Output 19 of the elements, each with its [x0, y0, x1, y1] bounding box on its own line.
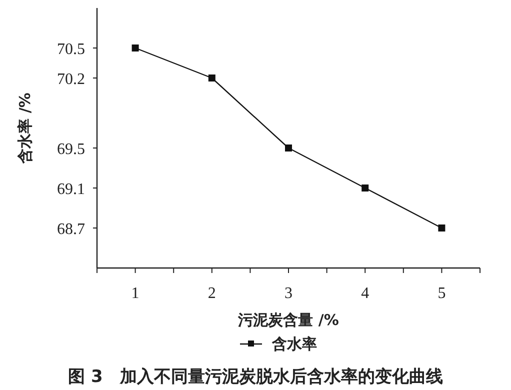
x-tick-label: 3: [284, 285, 292, 302]
point: [285, 144, 292, 152]
point: [438, 224, 446, 232]
y-tick-label: 68.7: [57, 221, 85, 238]
legend-label: 含水率: [271, 335, 317, 353]
y-axis-title: 含水率 /%: [16, 92, 34, 164]
y-tick-label: 69.5: [57, 141, 85, 158]
point: [362, 184, 369, 192]
x-tick-label: 5: [438, 285, 446, 302]
x-axis-title: 污泥炭含量 /%: [237, 311, 339, 329]
x-tick-label: 4: [361, 285, 370, 302]
y-tick-label: 70.5: [57, 41, 85, 58]
text: 图 3 加入不同量污泥炭脱水后含水率的变化曲线: [68, 367, 443, 387]
y-tick-label: 70.2: [57, 71, 85, 88]
point: [208, 74, 216, 82]
x-tick-label: 2: [208, 285, 216, 302]
y-tick-label: 69.1: [57, 181, 85, 198]
x-tick-label: 1: [131, 285, 140, 302]
point: [132, 44, 139, 52]
